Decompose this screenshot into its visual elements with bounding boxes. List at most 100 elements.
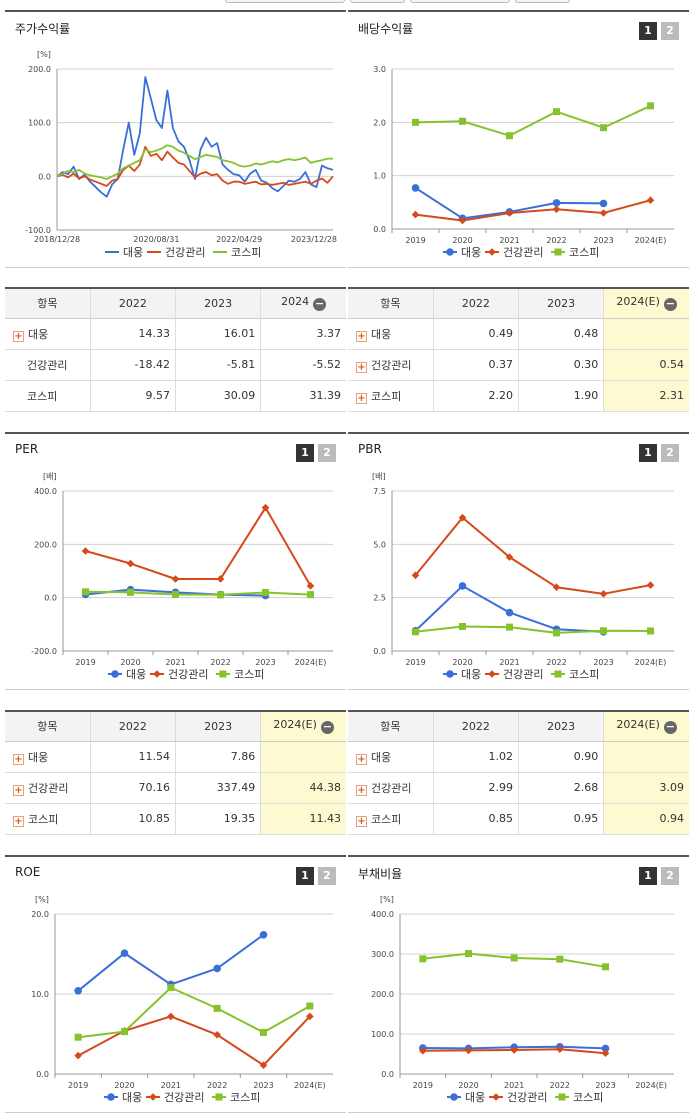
y-tick-label: 2.0 [373, 118, 386, 127]
table-cell: -18.42 [89, 349, 176, 381]
expand-icon[interactable]: + [13, 753, 24, 765]
data-point [505, 608, 514, 617]
collapse-icon[interactable]: − [663, 720, 677, 735]
data-point [74, 987, 82, 995]
tab-1[interactable]: 1 [296, 867, 314, 885]
column-header: 2024(E) − [603, 288, 689, 319]
y-tick-label: 0.0 [381, 1070, 394, 1079]
column-header: 2023 [174, 711, 261, 742]
x-tick-label: 2019 [68, 1081, 88, 1090]
tab-2[interactable]: 2 [661, 444, 679, 462]
x-tick-label: 2019 [405, 236, 425, 245]
legend-label: 코스피 [573, 1091, 603, 1104]
table-row: + 코스피 2.20 1.90 2.31 [348, 380, 689, 412]
column-header: 2023 [174, 288, 261, 319]
x-tick-label: 2021 [504, 1081, 524, 1090]
unit-label: [%] [380, 895, 394, 904]
data-point [259, 931, 268, 939]
data-point [171, 575, 180, 583]
table-cell: 3.37 [260, 318, 346, 350]
data-point [506, 623, 513, 631]
y-tick-label: 400.0 [371, 910, 394, 919]
y-tick-label: 200.0 [28, 65, 51, 74]
tab-1[interactable]: 1 [296, 444, 314, 462]
data-point [646, 196, 655, 204]
collapse-icon[interactable]: − [313, 297, 327, 312]
pbr-table: 항목 2022 2023 2024(E) − + 대웅 1.02 0.90 + 건강관리 2.99 2.… [348, 710, 689, 835]
legend-label: 대웅 [465, 1091, 485, 1104]
data-point [492, 1093, 500, 1101]
data-point [450, 1093, 458, 1101]
expand-icon[interactable]: + [13, 784, 24, 796]
legend-label: 건강관리 [503, 246, 543, 259]
data-point [458, 216, 467, 225]
legend-label: 건강관리 [507, 1091, 547, 1104]
tab-2[interactable]: 2 [661, 867, 679, 885]
table-cell: 16.01 [174, 318, 261, 350]
tab-2[interactable]: 2 [661, 22, 679, 40]
y-tick-label: 100.0 [28, 119, 51, 128]
x-tick-label: 2022/04/29 [216, 235, 262, 244]
row-label: 건강관리 [5, 349, 91, 381]
dividend-table: 항목 2022 2023 2024(E) − + 대웅 0.49 0.48 + 건강관리 0.37 0.… [348, 287, 689, 412]
debt-chart: [%] 400.0 300.0 200.0 100.0 0.0 2019 2020 2021 20… [371, 895, 674, 1104]
expand-icon[interactable]: + [356, 784, 367, 796]
column-header: 항목 [348, 711, 434, 742]
column-header: 항목 [348, 288, 434, 319]
legend-label: 코스피 [234, 668, 264, 681]
expand-icon[interactable]: + [13, 815, 24, 827]
data-point [458, 582, 467, 590]
y-tick-label: 400.0 [34, 487, 57, 496]
tab-1[interactable]: 1 [639, 444, 657, 462]
expand-icon[interactable]: + [356, 361, 367, 373]
unit-label: [%] [35, 895, 49, 904]
tab-1[interactable]: 1 [639, 867, 657, 885]
table-cell [603, 318, 689, 350]
data-point [505, 553, 514, 561]
series-line [77, 1015, 311, 1067]
data-point [458, 513, 467, 522]
expand-icon[interactable]: + [356, 392, 367, 404]
x-tick-label: 2024(E) [295, 658, 327, 667]
tab-1[interactable]: 1 [639, 22, 657, 40]
data-point [306, 1002, 314, 1010]
x-tick-label: 2023 [593, 658, 613, 667]
table-cell: 2.68 [517, 772, 604, 804]
x-tick-label: 2020/08/31 [133, 235, 179, 244]
data-point [167, 1012, 175, 1021]
data-point [216, 575, 225, 583]
data-point [556, 955, 564, 963]
table-cell: 0.90 [517, 741, 604, 773]
y-tick-label: -100.0 [25, 226, 51, 235]
data-point [599, 209, 608, 217]
data-point [599, 590, 608, 598]
data-point [553, 108, 560, 116]
data-point [411, 571, 420, 580]
table-row: + 대웅 1.02 0.90 [348, 741, 689, 773]
data-point [600, 627, 607, 635]
collapse-icon[interactable]: − [320, 720, 334, 735]
column-header: 2023 [517, 288, 604, 319]
x-tick-label: 2020 [114, 1081, 134, 1090]
data-point [558, 1093, 566, 1101]
table-cell: 2.99 [432, 772, 519, 804]
series-line [415, 625, 651, 634]
expand-icon[interactable]: + [356, 815, 367, 827]
table-row: + 건강관리 0.37 0.30 0.54 [348, 349, 689, 381]
x-tick-label: 2018/12/28 [34, 235, 80, 244]
tab-2[interactable]: 2 [318, 867, 336, 885]
table-cell: 44.38 [260, 772, 346, 804]
x-tick-label: 2023 [593, 236, 613, 245]
y-tick-label: 200.0 [371, 990, 394, 999]
data-point [307, 591, 314, 599]
y-tick-label: 5.0 [373, 540, 386, 549]
table-cell: 0.94 [603, 803, 689, 835]
expand-icon[interactable]: + [13, 330, 24, 342]
collapse-icon[interactable]: − [663, 297, 677, 312]
expand-icon[interactable]: + [356, 753, 367, 765]
table-cell: 70.16 [89, 772, 176, 804]
data-point [419, 1047, 427, 1055]
tab-2[interactable]: 2 [318, 444, 336, 462]
expand-icon[interactable]: + [356, 330, 367, 342]
